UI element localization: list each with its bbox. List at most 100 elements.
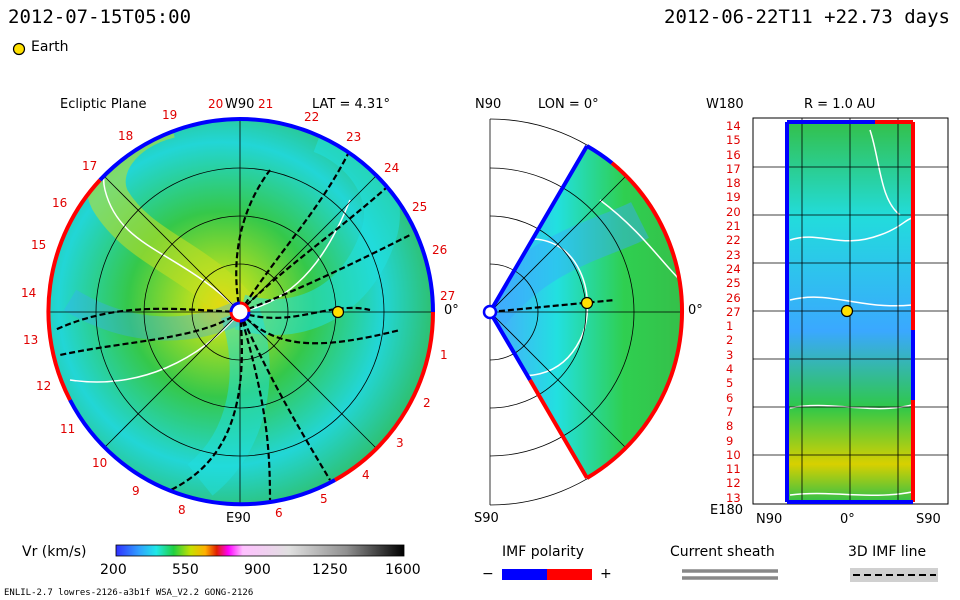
sector-number: 17 bbox=[82, 159, 98, 173]
latlon-y-tick: 18 bbox=[726, 176, 741, 191]
latlon-y-tick: 1 bbox=[726, 319, 734, 334]
ecliptic-structures bbox=[47, 119, 433, 505]
meridional-top-label: N90 bbox=[475, 97, 502, 112]
meridional-right-label: 0° bbox=[688, 303, 703, 318]
latlon-grid bbox=[753, 118, 948, 504]
sector-number: 19 bbox=[162, 108, 178, 122]
model-info: ENLIL-2.7 lowres-2126-a3b1f WSA_V2.2 GON… bbox=[4, 588, 254, 598]
sector-number: 5 bbox=[320, 492, 328, 506]
latlon-y-tick: 6 bbox=[726, 390, 734, 405]
latlon-y-tick: 3 bbox=[726, 347, 734, 362]
latlon-y-tick: 10 bbox=[726, 447, 741, 462]
latlon-y-tick: 8 bbox=[726, 419, 734, 434]
ecliptic-top-label: W90 bbox=[225, 97, 255, 112]
latlon-y-tick: 24 bbox=[726, 261, 741, 276]
latlon-bottom-label: E180 bbox=[710, 503, 744, 518]
imf-line-swatch bbox=[850, 568, 938, 582]
latlon-y-tick: 14 bbox=[726, 119, 741, 133]
imf-line-label: 3D IMF line bbox=[848, 544, 927, 560]
colorbar-tick: 1600 bbox=[385, 562, 421, 578]
sector-number: 20 bbox=[208, 97, 224, 111]
sector-number: 24 bbox=[384, 161, 400, 175]
earth-marker-latlon bbox=[840, 304, 854, 318]
earth-marker-ecliptic bbox=[331, 305, 345, 319]
run-time: 2012-07-15T05:00 bbox=[8, 6, 192, 28]
colorbar-tick: 1250 bbox=[312, 562, 348, 578]
meridional-bottom-label: S90 bbox=[474, 511, 499, 526]
sector-number: 16 bbox=[52, 196, 68, 210]
vr-colorbar bbox=[115, 544, 405, 557]
ecliptic-title: Ecliptic Plane bbox=[60, 97, 147, 112]
earth-legend bbox=[12, 41, 26, 60]
latlon-y-tick: 27 bbox=[726, 304, 741, 319]
sector-number: 15 bbox=[31, 238, 47, 252]
latlon-y-tick: 25 bbox=[726, 276, 741, 291]
latlon-top-label: W180 bbox=[706, 97, 744, 112]
latlon-y-tick: 9 bbox=[726, 433, 734, 448]
colorbar-tick: 200 bbox=[100, 562, 127, 578]
latlon-x-tick: N90 bbox=[756, 512, 783, 527]
imf-polarity-label: IMF polarity bbox=[502, 544, 585, 560]
sector-number: 12 bbox=[36, 379, 52, 393]
current-sheath-label: Current sheath bbox=[670, 544, 775, 560]
sector-number: 10 bbox=[92, 456, 108, 470]
colorbar-tick: 900 bbox=[244, 562, 271, 578]
sector-number: 26 bbox=[432, 243, 448, 257]
latlon-panel bbox=[752, 117, 949, 505]
polarity-negative-swatch bbox=[502, 569, 547, 580]
sector-number: 22 bbox=[304, 110, 320, 124]
latlon-y-tick: 17 bbox=[726, 161, 741, 176]
sector-number: 21 bbox=[258, 97, 274, 111]
latlon-y-tick: 16 bbox=[726, 147, 741, 162]
sector-number: 14 bbox=[21, 286, 37, 300]
sector-number: 3 bbox=[396, 436, 404, 450]
latlon-y-tick: 22 bbox=[726, 233, 741, 248]
sector-number: 9 bbox=[132, 484, 140, 498]
latlon-y-tick: 7 bbox=[726, 404, 734, 419]
polarity-minus: − bbox=[482, 566, 494, 582]
sector-number: 1 bbox=[440, 348, 448, 362]
polarity-positive-swatch bbox=[547, 569, 592, 580]
latlon-y-tick: 20 bbox=[726, 204, 741, 219]
earth-marker-meridional bbox=[580, 296, 594, 310]
latlon-x-tick: 0° bbox=[840, 512, 855, 527]
ecliptic-panel bbox=[46, 117, 435, 507]
sector-number: 6 bbox=[275, 506, 283, 520]
latlon-x-tick: S90 bbox=[916, 512, 941, 527]
latlon-y-tick: 2 bbox=[726, 333, 734, 348]
earth-legend-label: Earth bbox=[31, 39, 69, 55]
sector-number: 23 bbox=[346, 130, 362, 144]
lat-label: LAT = 4.31° bbox=[312, 97, 390, 112]
radius-label: R = 1.0 AU bbox=[804, 97, 876, 112]
sector-number: 2 bbox=[423, 396, 431, 410]
latlon-y-tick: 4 bbox=[726, 362, 734, 377]
sector-number: 4 bbox=[362, 468, 370, 482]
ecliptic-right-label: 0° bbox=[444, 303, 459, 318]
latlon-y-tick: 11 bbox=[726, 462, 741, 477]
latlon-y-tick: 23 bbox=[726, 247, 741, 262]
latlon-y-tick: 13 bbox=[726, 490, 741, 505]
lon-label: LON = 0° bbox=[538, 97, 599, 112]
ecliptic-bottom-label: E90 bbox=[226, 511, 251, 526]
start-time: 2012-06-22T11 +22.73 days bbox=[664, 6, 950, 28]
current-sheath-swatch bbox=[682, 569, 778, 580]
latlon-y-tick: 26 bbox=[726, 290, 741, 305]
sector-number: 27 bbox=[440, 289, 456, 303]
sun-icon-meridional bbox=[482, 304, 498, 320]
sector-number: 13 bbox=[23, 333, 39, 347]
earth-marker-icon bbox=[12, 42, 26, 56]
latlon-y-tick: 5 bbox=[726, 376, 734, 391]
latlon-y-tick: 12 bbox=[726, 476, 741, 491]
latlon-y-tick: 19 bbox=[726, 190, 741, 205]
sector-number: 25 bbox=[412, 200, 428, 214]
meridional-panel bbox=[482, 118, 684, 506]
latlon-y-tick: 15 bbox=[726, 133, 741, 148]
colorbar-tick: 550 bbox=[172, 562, 199, 578]
polarity-plus: + bbox=[600, 566, 612, 582]
latlon-y-tick: 21 bbox=[726, 219, 741, 234]
sector-number: 11 bbox=[60, 422, 76, 436]
vr-label: Vr (km/s) bbox=[22, 544, 87, 560]
sector-number: 8 bbox=[178, 503, 186, 517]
sector-number: 18 bbox=[118, 129, 134, 143]
